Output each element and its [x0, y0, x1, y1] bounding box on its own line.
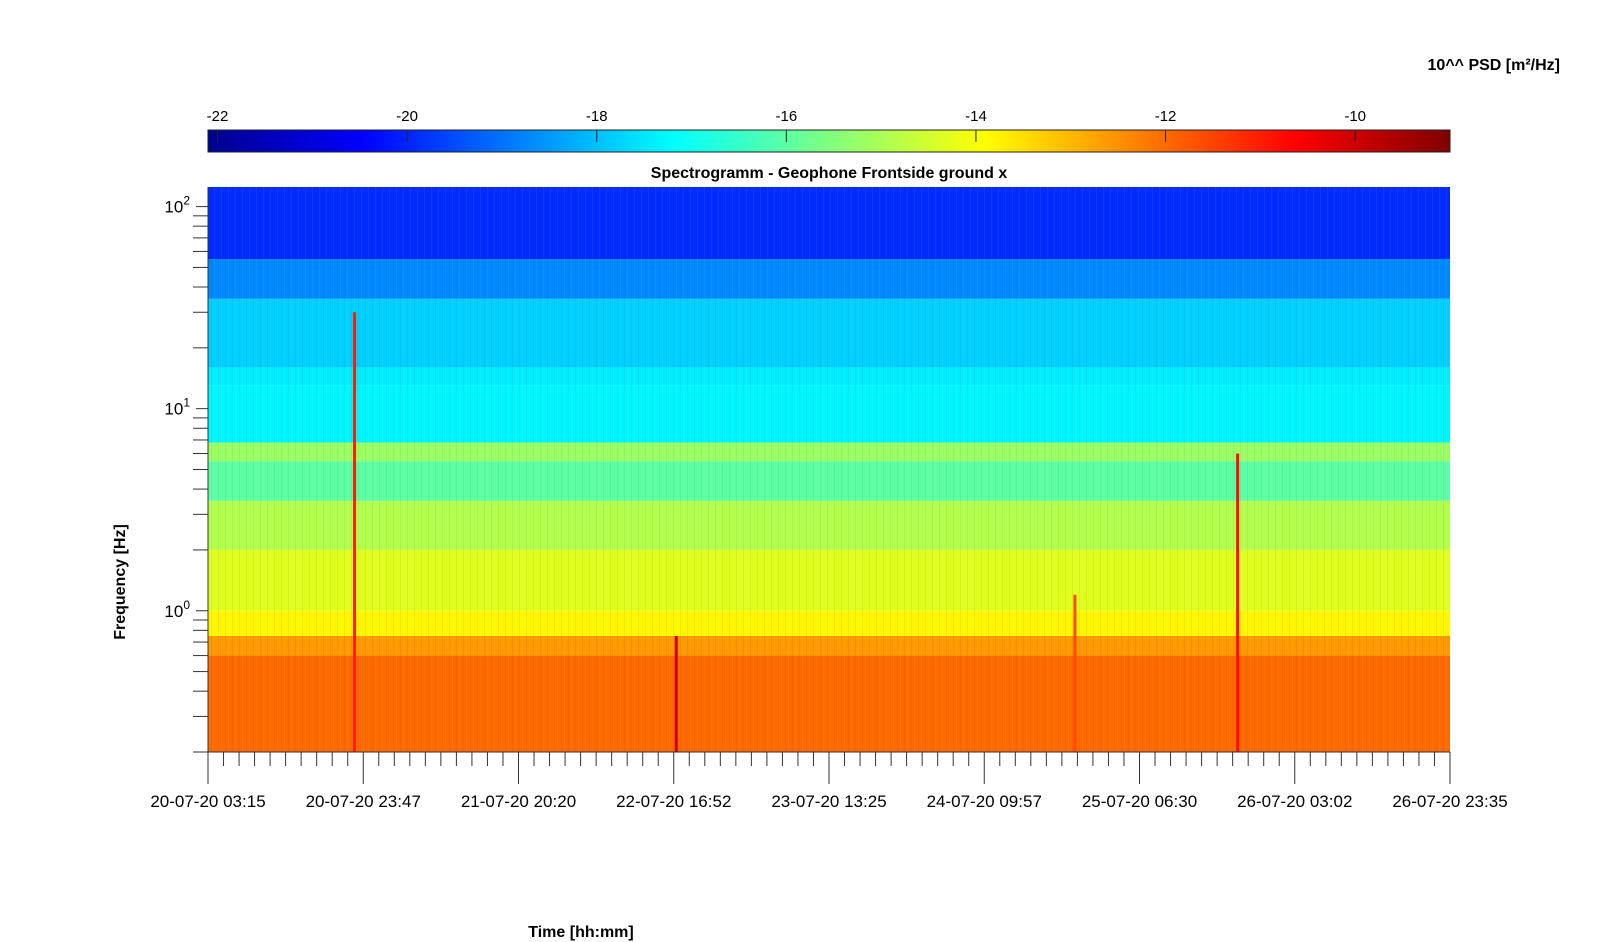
plot-area [208, 187, 1450, 752]
colorbar-tick-label: -12 [1155, 108, 1177, 125]
colorbar-tick-label: -22 [207, 108, 229, 125]
transient-event [674, 635, 678, 752]
x-tick-label: 26-07-20 03:02 [1237, 792, 1352, 811]
colorbar-tick-label: -18 [586, 108, 608, 125]
colorbar-tick-label: -16 [775, 108, 797, 125]
colorbar-ticks: -22 -20 -18 -16 -14 -12 -10 [207, 108, 1366, 142]
x-tick-label: 25-07-20 06:30 [1082, 792, 1197, 811]
spectrogram-events [353, 312, 1240, 752]
colorbar-tick-label: -10 [1344, 108, 1366, 125]
x-tick-label: 24-07-20 09:57 [927, 792, 1042, 811]
y-tick-label: 101 [164, 396, 190, 419]
colorbar-tick-label: -14 [965, 108, 987, 125]
y-tick-label: 102 [164, 194, 190, 217]
x-tick-label: 22-07-20 16:52 [616, 792, 731, 811]
colorbar-gradient [207, 129, 1451, 153]
transient-event [1236, 453, 1240, 752]
y-axis: 100 101 102 [164, 187, 209, 753]
colorbar-label: 10^^ PSD [m²/Hz] [1428, 57, 1560, 74]
x-axis: 20-07-20 03:15 20-07-20 23:47 21-07-20 20:… [150, 751, 1508, 811]
transient-event [1073, 594, 1077, 752]
x-tick-label: 20-07-20 23:47 [306, 792, 421, 811]
y-axis-label: Frequency [Hz] [112, 524, 129, 640]
colorbar-tick-label: -20 [396, 108, 418, 125]
x-tick-label: 21-07-20 20:20 [461, 792, 576, 811]
y-tick-label: 100 [164, 598, 190, 621]
chart-title: Spectrogramm - Geophone Frontside ground… [651, 165, 1008, 182]
x-tick-label: 20-07-20 03:15 [150, 792, 265, 811]
transient-event [353, 312, 357, 752]
colorbar: -22 -20 -18 -16 -14 -12 -10 10^^ PSD [m²/Hz] [207, 57, 1560, 153]
x-tick-label: 26-07-20 23:35 [1392, 792, 1507, 811]
texture-overlay [208, 187, 1450, 752]
x-tick-label: 23-07-20 13:25 [771, 792, 886, 811]
x-axis-label: Time [hh:mm] [528, 924, 633, 941]
